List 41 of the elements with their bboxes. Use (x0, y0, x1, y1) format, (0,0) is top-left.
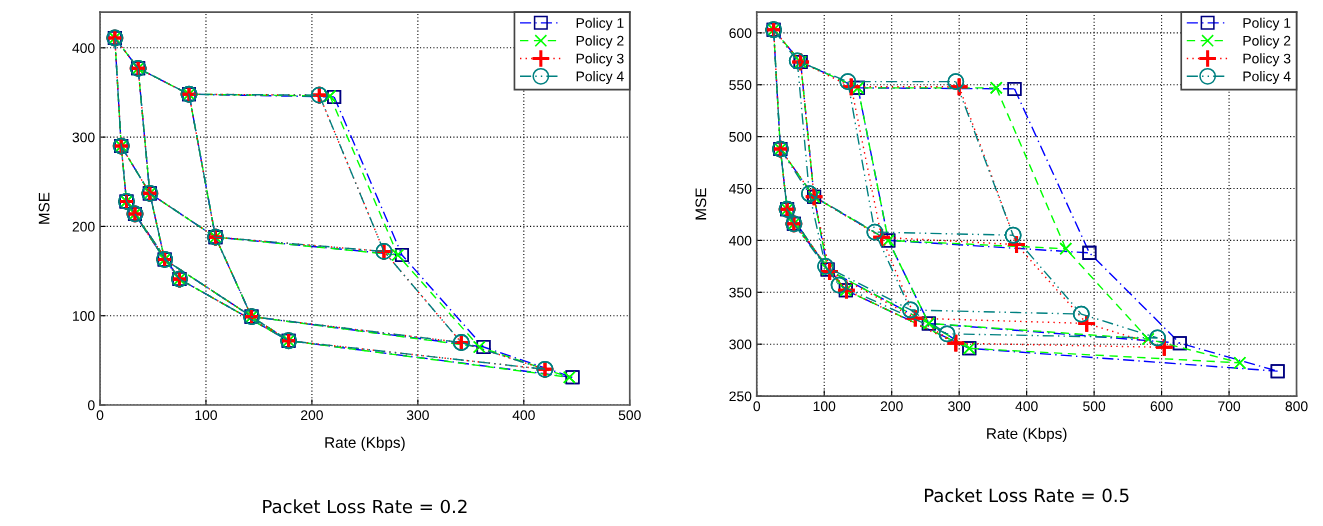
x-tick-label: 200 (301, 410, 323, 421)
x-tick-label: 800 (1285, 401, 1308, 412)
x-tick-label: 500 (1083, 401, 1106, 412)
y-tick-label: 500 (729, 131, 752, 142)
x-tick-label: 400 (512, 410, 535, 421)
legend-label: Policy 4 (576, 71, 624, 85)
legend-label: Policy 3 (576, 53, 624, 67)
legend-label: Policy 3 (1243, 53, 1291, 67)
legend-label: Policy 2 (1243, 35, 1291, 49)
y-tick-label: 300 (729, 339, 752, 350)
legend-label: Policy 4 (1243, 71, 1291, 85)
y-tick-label: 300 (72, 132, 95, 143)
x-tick-label: 300 (406, 410, 429, 421)
x-tick-label: 0 (96, 410, 104, 421)
legend-label: Policy 1 (1243, 17, 1291, 31)
text: Packet Loss Rate = 0.2 (263, 499, 467, 514)
text: Packet Loss Rate = 0.5 (925, 488, 1129, 503)
legend-label: Policy 2 (576, 35, 624, 49)
y-tick-label: 450 (729, 183, 752, 194)
x-axis-title: Rate (Kbps) (987, 427, 1067, 443)
x-tick-label: 600 (1150, 401, 1173, 412)
y-tick-label: 200 (72, 221, 95, 232)
x-tick-label: 400 (1015, 401, 1038, 412)
y-tick-label: 250 (729, 391, 752, 402)
x-tick-label: 300 (948, 401, 971, 412)
x-tick-label: 500 (618, 410, 641, 421)
x-tick-label: 100 (813, 401, 836, 412)
y-tick-label: 400 (72, 43, 95, 53)
x-axis-title: Rate (Kbps) (325, 436, 405, 451)
y-tick-label: 550 (729, 80, 752, 90)
y-tick-label: 400 (729, 235, 752, 246)
x-tick-label: 200 (880, 401, 903, 412)
x-tick-label: 700 (1218, 401, 1241, 412)
legend-label: Policy 1 (576, 17, 624, 31)
y-axis-title: MSE (38, 192, 50, 224)
x-tick-label: 100 (195, 410, 218, 421)
y-tick-label: 350 (729, 287, 752, 298)
y-tick-label: 100 (73, 311, 95, 321)
x-tick-label: 0 (753, 401, 761, 412)
y-axis-title: MSE (695, 188, 707, 220)
y-tick-label: 600 (729, 28, 752, 39)
